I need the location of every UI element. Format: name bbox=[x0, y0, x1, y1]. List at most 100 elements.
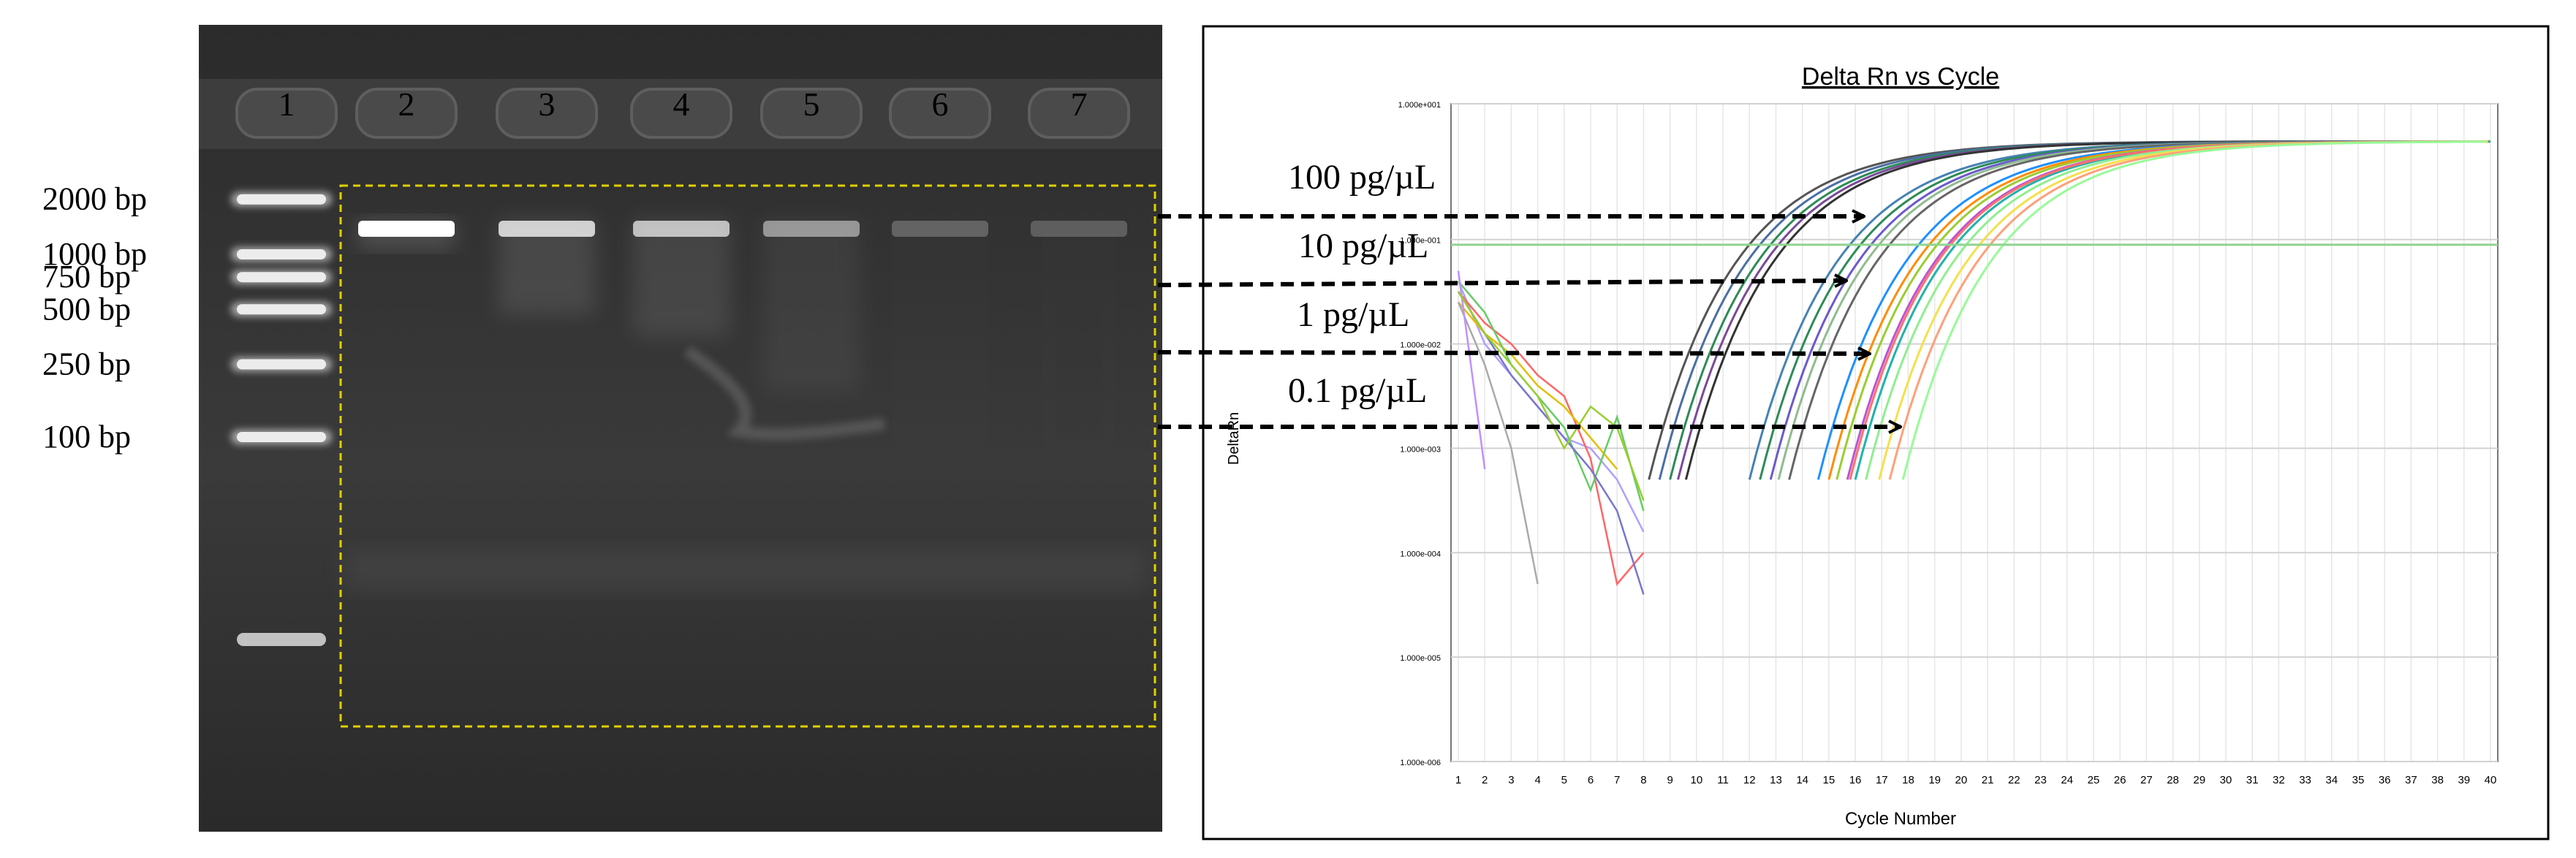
x-tick-label: 14 bbox=[1796, 774, 1808, 786]
concentration-arrow bbox=[1157, 281, 1846, 285]
gel-well bbox=[355, 88, 458, 139]
x-tick-label: 20 bbox=[1955, 774, 1968, 786]
x-tick-label: 18 bbox=[1902, 774, 1914, 786]
y-axis-label: DeltaRn bbox=[1226, 412, 1242, 465]
x-tick-label: 5 bbox=[1561, 774, 1567, 786]
x-tick-label: 9 bbox=[1667, 774, 1672, 786]
gel-well bbox=[630, 88, 732, 139]
sample-band bbox=[763, 219, 860, 391]
selection-box bbox=[339, 184, 1156, 728]
x-tick-label: 23 bbox=[2034, 774, 2047, 786]
lane-number: 7 bbox=[1071, 86, 1088, 123]
x-tick-label: 40 bbox=[2485, 774, 2497, 786]
x-tick-label: 32 bbox=[2273, 774, 2285, 786]
y-tick-label: 1.000e+001 bbox=[1398, 101, 1441, 110]
x-tick-label: 34 bbox=[2325, 774, 2338, 786]
y-tick-label: 1.000e-005 bbox=[1400, 654, 1441, 663]
ladder-band bbox=[237, 272, 326, 283]
y-tick-label: 1.000e-002 bbox=[1400, 341, 1441, 350]
concentration-label: 100 pg/µL bbox=[1288, 158, 1436, 197]
lane-number: 2 bbox=[398, 86, 415, 123]
gel-well bbox=[1028, 88, 1130, 139]
y-tick-label: 1.000e-006 bbox=[1400, 759, 1441, 767]
x-tick-label: 21 bbox=[1982, 774, 1994, 786]
plot-area: 1.000e-006 1.000e-005 1.000e-004 1.000e-003… bbox=[1398, 101, 2499, 786]
baseline-noise-curve bbox=[1457, 301, 1539, 585]
x-tick-label: 22 bbox=[2008, 774, 2020, 786]
y-tick-label: 1.000e-001 bbox=[1400, 237, 1441, 246]
x-tick-label: 38 bbox=[2431, 774, 2444, 786]
x-tick-label: 31 bbox=[2246, 774, 2259, 786]
ladder-size-label: 1000 bp bbox=[42, 236, 147, 272]
ladder-bands bbox=[231, 191, 332, 646]
ladder-band bbox=[237, 194, 326, 205]
x-tick-label: 16 bbox=[1849, 774, 1862, 786]
sample-band bbox=[892, 221, 988, 237]
ladder-size-label: 2000 bp bbox=[42, 181, 147, 217]
amplification-curves bbox=[1457, 140, 2491, 595]
x-tick-label: 25 bbox=[2088, 774, 2100, 786]
gel-background bbox=[199, 25, 1162, 832]
x-tick-label: 7 bbox=[1614, 774, 1620, 786]
x-tick-label: 13 bbox=[1770, 774, 1782, 786]
gel-well bbox=[496, 88, 598, 139]
x-tick-label: 30 bbox=[2220, 774, 2232, 786]
x-tick-label: 35 bbox=[2352, 774, 2365, 786]
gel-image: 1 2 3 4 5 6 7 bbox=[199, 25, 1162, 832]
y-tick-label: 1.000e-004 bbox=[1400, 550, 1441, 558]
x-tick-label: 17 bbox=[1876, 774, 1888, 786]
grid-vertical bbox=[1458, 104, 2491, 762]
gel-artefact bbox=[683, 346, 886, 441]
x-tick-label: 2 bbox=[1482, 774, 1488, 786]
lane-number: 5 bbox=[803, 86, 820, 123]
gel-well bbox=[889, 88, 991, 139]
x-tick-labels: 1 2 3 4 5 6 7 8 9 10 11 12 13 14 15 16 17 18 19 20 21 22 23 24 2… bbox=[1455, 774, 2497, 786]
x-tick-label: 26 bbox=[2114, 774, 2126, 786]
gel-well bbox=[235, 88, 338, 139]
concentration-label: 10 pg/µL bbox=[1298, 227, 1428, 265]
y-tick-labels: 1.000e-006 1.000e-005 1.000e-004 1.000e-003… bbox=[1398, 101, 1441, 767]
chart-title: Delta Rn vs Cycle bbox=[1802, 63, 1999, 91]
x-tick-label: 15 bbox=[1823, 774, 1836, 786]
ladder-band bbox=[237, 304, 326, 315]
sample-band bbox=[499, 219, 595, 314]
concentration-arrow bbox=[1157, 352, 1870, 354]
ladder-band bbox=[237, 633, 326, 646]
concentration-label: 1 pg/µL bbox=[1297, 295, 1409, 334]
lane-number: 6 bbox=[932, 86, 949, 123]
ladder-band bbox=[237, 249, 326, 259]
grid-horizontal bbox=[1451, 103, 2498, 762]
x-tick-label: 11 bbox=[1717, 774, 1729, 786]
x-tick-label: 19 bbox=[1928, 774, 1941, 786]
sample-bands bbox=[358, 219, 1127, 441]
gel-well bbox=[760, 88, 863, 139]
x-tick-label: 33 bbox=[2299, 774, 2311, 786]
x-tick-label: 10 bbox=[1691, 774, 1703, 786]
x-tick-label: 28 bbox=[2167, 774, 2179, 786]
x-tick-label: 36 bbox=[2379, 774, 2391, 786]
x-tick-label: 3 bbox=[1508, 774, 1514, 786]
x-tick-label: 8 bbox=[1640, 774, 1646, 786]
x-axis-label: Cycle Number bbox=[1845, 809, 1956, 829]
baseline-noise-curve bbox=[1457, 270, 1486, 470]
x-tick-label: 29 bbox=[2193, 774, 2205, 786]
sample-band bbox=[633, 219, 730, 336]
baseline-noise-curve bbox=[1457, 291, 1645, 501]
x-tick-label: 39 bbox=[2458, 774, 2470, 786]
primer-dimer-band bbox=[344, 548, 1148, 592]
x-tick-label: 37 bbox=[2405, 774, 2417, 786]
sample-band bbox=[1031, 221, 1127, 237]
baseline-noise-curve bbox=[1458, 291, 1645, 586]
ladder-band bbox=[237, 432, 326, 442]
sample-band bbox=[358, 219, 455, 248]
concentration-label: 0.1 pg/µL bbox=[1288, 371, 1427, 410]
lane-number: 3 bbox=[539, 86, 556, 123]
ladder-size-label: 250 bp bbox=[42, 346, 131, 382]
x-tick-label: 24 bbox=[2061, 774, 2073, 786]
lane-number: 1 bbox=[279, 86, 295, 123]
amplification-curve bbox=[1901, 140, 2485, 480]
y-tick-label: 1.000e-003 bbox=[1400, 445, 1441, 454]
baseline-noise-curve bbox=[1458, 281, 1645, 512]
